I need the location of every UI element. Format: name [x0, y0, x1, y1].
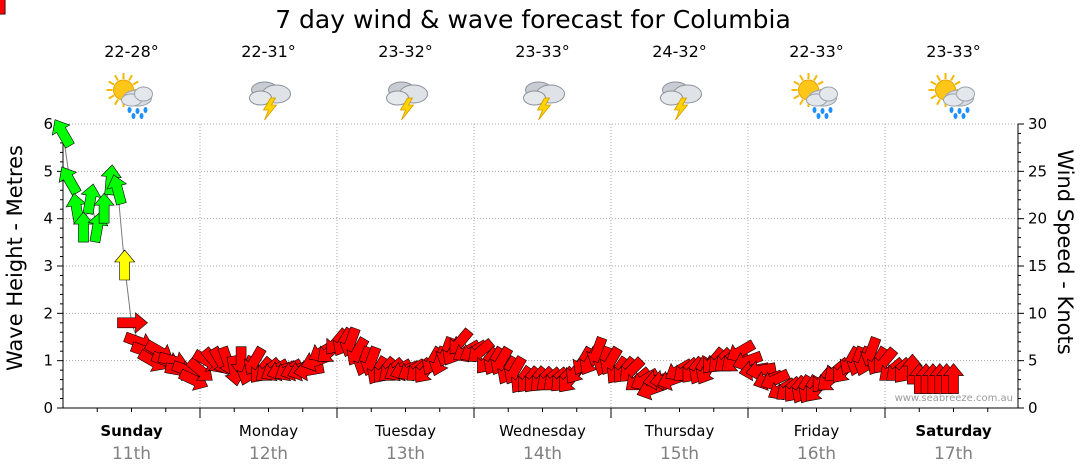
y-tick-right: 0	[1028, 399, 1038, 417]
day-label: Monday	[239, 422, 298, 440]
wind-arrow	[58, 166, 82, 196]
y-axis-right-label: Wind Speed - Knots	[1053, 149, 1077, 354]
y-tick-left: 2	[43, 304, 53, 322]
y-tick-left: 4	[43, 210, 53, 228]
y-tick-left: 0	[43, 399, 53, 417]
wind-arrow	[80, 183, 102, 215]
day-label: Wednesday	[499, 422, 586, 440]
sun-cloud-rain-icon	[928, 73, 975, 119]
y-tick-right: 5	[1028, 352, 1038, 370]
y-tick-right: 25	[1028, 162, 1047, 180]
day-label: Saturday	[915, 422, 992, 440]
wind-arrow	[106, 174, 128, 206]
day-temperature: 22-28°	[104, 42, 159, 61]
y-tick-right: 10	[1028, 304, 1047, 322]
wind-arrow	[93, 192, 115, 224]
date-label: 13th	[386, 444, 425, 464]
chart-title: 7 day wind & wave forecast for Columbia	[275, 5, 791, 34]
day-temperature: 23-33°	[926, 42, 981, 61]
date-label: 15th	[660, 444, 699, 464]
thunderstorm-icon	[386, 81, 428, 121]
date-label: 12th	[249, 444, 288, 464]
y-tick-right: 15	[1028, 257, 1047, 275]
day-temperature: 22-31°	[241, 42, 296, 61]
date-label: 14th	[523, 444, 562, 464]
y-tick-right: 20	[1028, 210, 1047, 228]
day-temperature: 23-32°	[378, 42, 433, 61]
sun-cloud-rain-icon	[791, 73, 838, 119]
wind-arrow	[942, 363, 965, 394]
day-headers: 22-28° 22-31° 23-32° 23-33° 24-32° 22-33° 23-3…	[104, 42, 981, 121]
wind-arrow	[117, 312, 148, 334]
wind-arrow	[51, 119, 75, 149]
day-label: Tuesday	[374, 422, 436, 440]
thunderstorm-icon	[660, 81, 702, 121]
date-label: 16th	[797, 444, 836, 464]
wind-arrow	[114, 249, 136, 281]
thunderstorm-icon	[249, 81, 291, 121]
y-tick-left: 1	[43, 352, 53, 370]
day-label: Sunday	[100, 422, 163, 440]
day-temperature: 24-32°	[652, 42, 707, 61]
y-tick-left: 6	[43, 115, 53, 133]
y-tick-left: 3	[43, 257, 53, 275]
y-tick-left: 5	[43, 162, 53, 180]
thunderstorm-icon	[523, 81, 565, 121]
sun-cloud-rain-icon	[106, 73, 153, 119]
day-temperature: 22-33°	[789, 42, 844, 61]
wind-series-arrows	[0, 0, 965, 404]
date-label: 17th	[934, 444, 973, 464]
wind-arrow	[0, 0, 6, 15]
y-tick-right: 30	[1028, 115, 1047, 133]
day-label: Thursday	[644, 422, 715, 440]
day-temperature: 23-33°	[515, 42, 570, 61]
day-label: Friday	[794, 422, 840, 440]
y-axis-left-label: Wave Height - Metres	[3, 145, 27, 371]
grid	[63, 123, 1018, 408]
axes: 0 1 2 3 4 5 6 0 5 10 15 20 25 30 Sunday 11th Monday 12th T…	[43, 115, 1047, 464]
watermark-text: www.seabreeze.com.au	[895, 393, 1013, 404]
date-label: 11th	[112, 444, 151, 464]
